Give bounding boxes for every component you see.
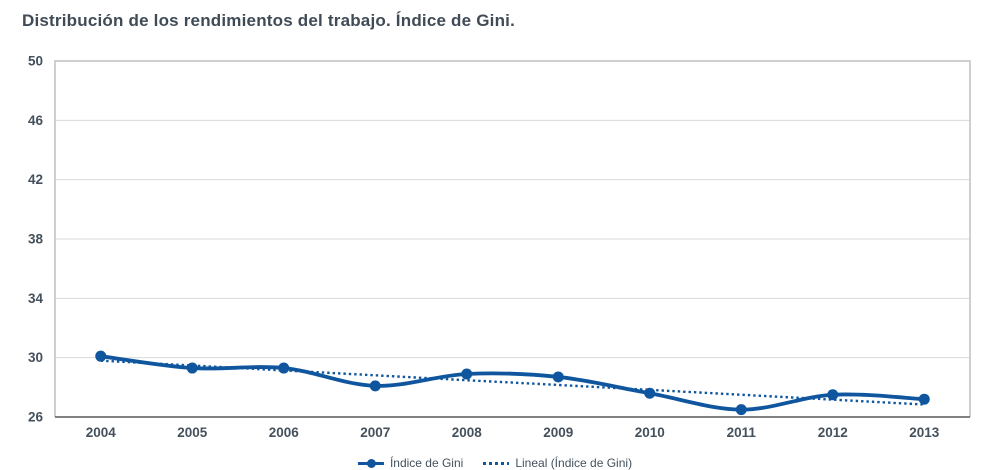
x-tick-label: 2009 — [543, 425, 573, 440]
y-tick-label: 26 — [28, 410, 44, 425]
data-point-marker — [461, 368, 473, 380]
legend-label: Lineal (Índice de Gini) — [515, 456, 633, 470]
y-tick-label: 46 — [28, 113, 44, 128]
plot-border — [54, 60, 971, 417]
data-point-marker — [369, 380, 381, 392]
data-point-marker — [552, 371, 564, 383]
x-tick-label: 2013 — [909, 425, 940, 440]
x-tick-label: 2011 — [727, 425, 757, 440]
x-tick-label: 2008 — [452, 425, 483, 440]
x-tick-label: 2012 — [818, 425, 848, 440]
x-tick-label: 2010 — [635, 425, 665, 440]
data-point-marker — [918, 393, 930, 405]
x-tick-label: 2004 — [86, 425, 117, 440]
dotted-line-swatch — [483, 461, 510, 465]
x-tick-label: 2006 — [269, 425, 300, 440]
y-tick-label: 42 — [28, 172, 43, 187]
data-point-marker — [735, 404, 747, 416]
y-tick-label: 34 — [28, 291, 44, 306]
legend-item-gini: Índice de Gini — [357, 456, 464, 470]
legend-label: Índice de Gini — [389, 456, 464, 470]
x-tick-label: 2005 — [177, 425, 208, 440]
y-tick-label: 50 — [28, 54, 43, 69]
chart-title: Distribución de los rendimientos del tra… — [22, 11, 515, 30]
chart-legend: Índice de Gini Lineal (Índice de Gini) — [357, 456, 632, 470]
y-tick-label: 30 — [28, 350, 43, 365]
trendline-dotted — [100, 359, 925, 406]
data-point-marker — [186, 362, 198, 374]
data-point-marker — [278, 362, 290, 374]
legend-item-trend: Lineal (Índice de Gini) — [483, 456, 632, 470]
data-point-marker — [827, 389, 839, 401]
data-point-marker — [644, 387, 656, 399]
x-tick-label: 2007 — [360, 425, 390, 440]
y-tick-label: 38 — [28, 232, 44, 247]
data-point-marker — [95, 350, 107, 362]
solid-line-marker-swatch — [357, 458, 384, 468]
series-line — [98, 354, 927, 412]
